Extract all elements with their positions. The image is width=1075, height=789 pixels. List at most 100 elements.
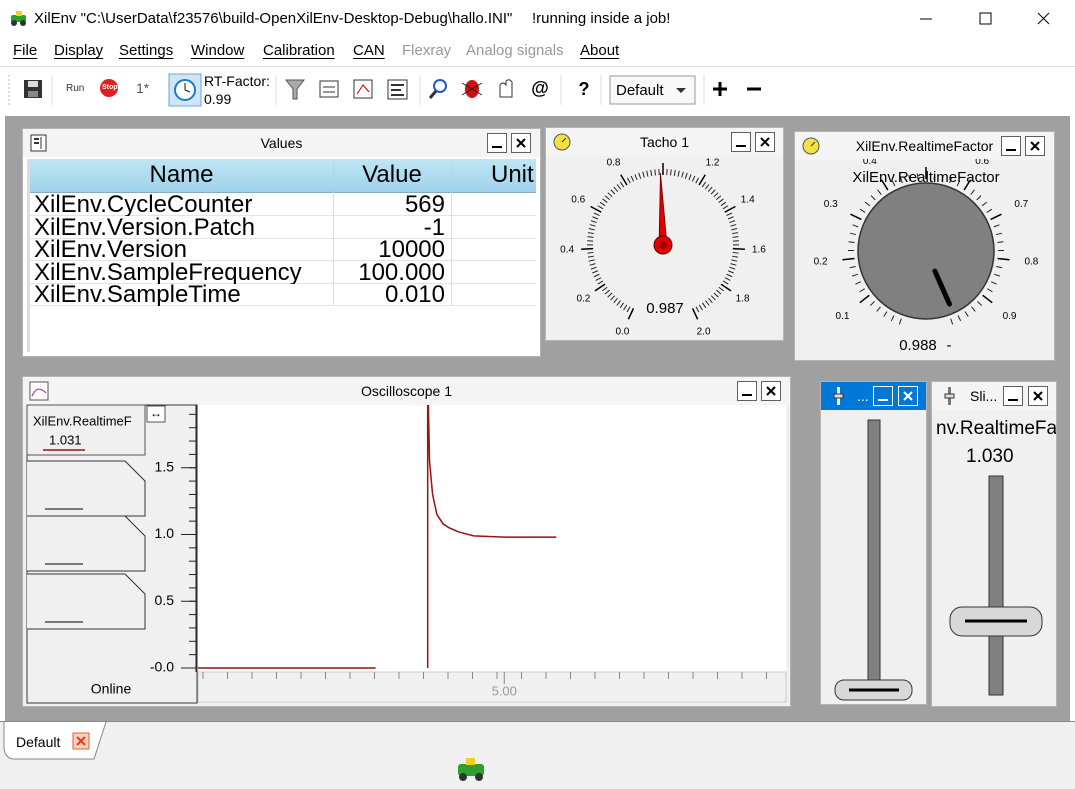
- minimize-button[interactable]: [731, 132, 751, 152]
- minor-tick: [587, 232, 595, 235]
- variable-value: 100.000: [358, 260, 445, 284]
- minimize-button[interactable]: [487, 133, 507, 153]
- minor-tick: [957, 315, 962, 322]
- minor-tick: [607, 292, 613, 298]
- minimize-button[interactable]: [1001, 136, 1021, 156]
- major-tick: [850, 213, 862, 221]
- window-title-bar: Oscilloscope 1: [23, 377, 790, 405]
- window-icon: [802, 137, 820, 155]
- variable-value: -1: [423, 215, 445, 239]
- minor-tick: [705, 300, 710, 306]
- minor-tick: [987, 288, 993, 293]
- major-tick: [581, 247, 594, 251]
- minor-tick: [981, 201, 988, 207]
- menu-item[interactable]: Flexray: [402, 42, 452, 59]
- minor-tick: [908, 174, 911, 181]
- slider-2-value: 1.030: [966, 446, 1014, 467]
- minor-tick: [710, 295, 716, 301]
- close-button[interactable]: [761, 381, 781, 401]
- layout-tab[interactable]: Default: [16, 734, 61, 750]
- variable-name: XilEnv.Version: [34, 238, 187, 262]
- close-button[interactable]: [898, 386, 918, 406]
- menu-item[interactable]: Window: [191, 42, 245, 59]
- minor-tick: [730, 224, 737, 227]
- minimize-button[interactable]: [873, 386, 893, 406]
- minor-tick: [588, 259, 595, 262]
- major-tick: [698, 174, 706, 186]
- menu-item[interactable]: Display: [54, 42, 104, 59]
- minor-tick: [592, 216, 599, 220]
- minor-tick: [597, 280, 604, 285]
- menu-item[interactable]: Calibration: [263, 42, 335, 59]
- rt-factor-label: RT-Factor:: [204, 73, 270, 89]
- window-status: !running inside a job!: [532, 10, 671, 27]
- menu-item[interactable]: Settings: [119, 42, 174, 59]
- stop-button[interactable]: Stop: [102, 84, 118, 91]
- scale-label: 0.4: [863, 159, 877, 167]
- gauge-needle: [932, 268, 952, 307]
- major-tick: [594, 283, 606, 292]
- minor-tick: [876, 306, 881, 312]
- minimize-button[interactable]: [737, 381, 757, 401]
- tacho-window: Tacho 1 0.00.20.40.60.81.01.21.41.61.82.…: [545, 127, 784, 341]
- window-icon: [29, 381, 49, 401]
- major-tick: [627, 308, 635, 320]
- variable-name: XilEnv.Version.Patch: [34, 215, 256, 239]
- expand-icon: ↔: [150, 406, 162, 420]
- menu-item[interactable]: CAN: [353, 42, 385, 59]
- column-line: [451, 192, 452, 306]
- minor-tick: [604, 195, 611, 201]
- scale-label: 0.2: [576, 293, 590, 304]
- scale-label: 0.6: [571, 195, 585, 206]
- minor-tick: [702, 302, 707, 309]
- close-button[interactable]: [755, 132, 775, 152]
- column-header: Value: [333, 163, 452, 189]
- plot-area: [198, 405, 786, 672]
- menu-bar: File Display Settings Window Calibration CAN F…: [0, 38, 1075, 64]
- minor-tick: [859, 288, 865, 293]
- scale-label: 1.6: [752, 245, 766, 256]
- run-button[interactable]: Run: [66, 83, 85, 94]
- menu-item[interactable]: File: [13, 42, 38, 59]
- row-line: [30, 215, 536, 216]
- minor-tick: [713, 192, 719, 198]
- close-button[interactable]: [1025, 136, 1045, 156]
- minor-tick: [993, 273, 1000, 277]
- close-button[interactable]: [1028, 386, 1048, 406]
- minor-tick: [681, 171, 684, 178]
- major-tick: [691, 308, 699, 320]
- minor-tick: [729, 266, 736, 270]
- minor-tick: [732, 236, 739, 238]
- close-button[interactable]: [511, 133, 531, 153]
- step-button[interactable]: 1*: [136, 80, 150, 96]
- minor-tick: [718, 198, 724, 203]
- minimize-button[interactable]: [1003, 386, 1023, 406]
- minor-tick: [849, 265, 856, 269]
- minor-tick: [638, 172, 642, 179]
- minor-tick: [616, 300, 621, 306]
- minor-tick: [986, 208, 993, 213]
- tacho-title: Tacho 1: [639, 134, 690, 150]
- slider-1[interactable]: [821, 410, 926, 704]
- minor-tick: [587, 251, 594, 254]
- layout-combo[interactable]: Default: [616, 82, 664, 99]
- minor-tick: [695, 177, 700, 184]
- slider-2-window: Sli... nv.RealtimeFa 1.030: [931, 381, 1057, 707]
- minor-tick: [971, 306, 976, 312]
- minor-tick: [595, 277, 602, 281]
- minor-tick: [587, 236, 594, 238]
- slider-1-title: ...: [857, 388, 869, 404]
- rt-gauge-title: XilEnv.RealtimeFactor: [855, 138, 994, 154]
- scale-label: 0.6: [975, 159, 989, 167]
- minor-tick: [727, 216, 734, 220]
- menu-item[interactable]: Analog signals: [466, 42, 564, 59]
- minor-tick: [677, 170, 680, 177]
- minor-tick: [941, 174, 944, 181]
- slider-2[interactable]: [932, 472, 1056, 706]
- menu-item[interactable]: About: [580, 42, 620, 59]
- scale-label: 2.0: [697, 327, 711, 338]
- scale-label: 0.2: [814, 257, 828, 268]
- empty-signal-slot: [27, 460, 146, 517]
- minor-tick: [701, 181, 707, 188]
- window-controls[interactable]: [912, 8, 1062, 30]
